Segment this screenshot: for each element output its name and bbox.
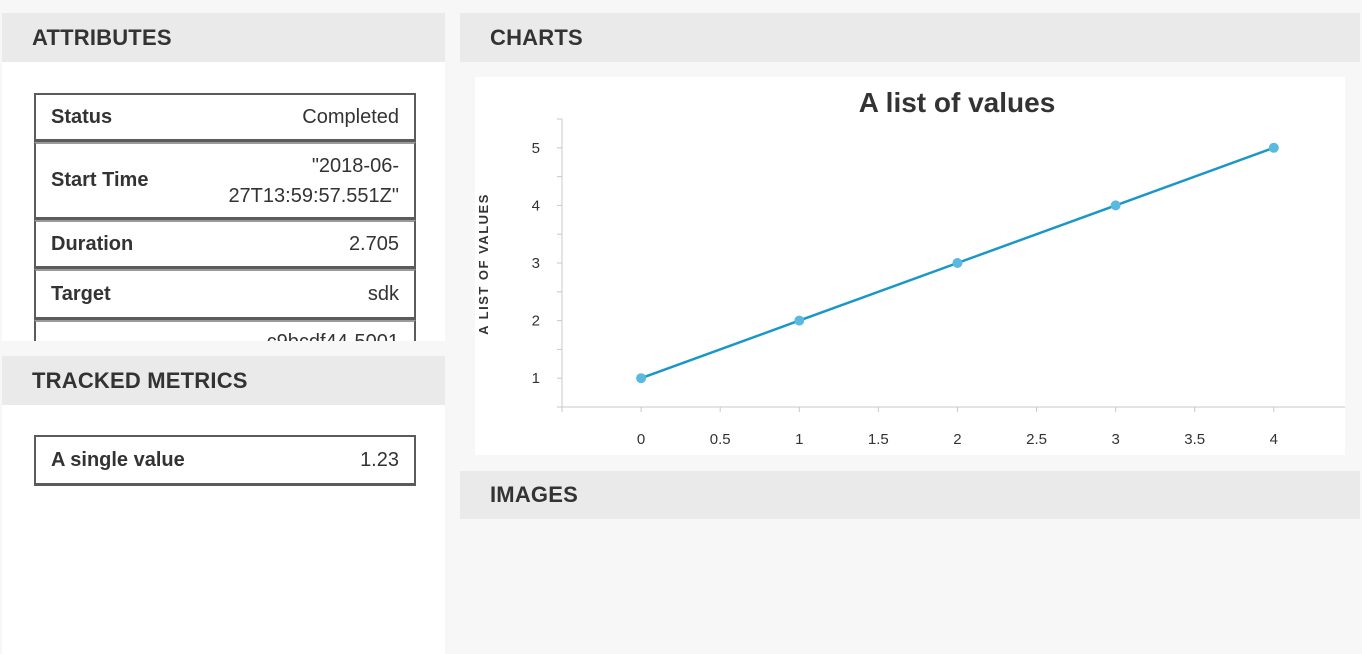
data-point[interactable] xyxy=(636,373,647,384)
attribute-value: 2.705 xyxy=(348,233,399,255)
attributes-title: ATTRIBUTES xyxy=(32,24,172,50)
attributes-panel: Status Completed Start Time "2018-06- 27… xyxy=(2,62,445,341)
attribute-key: Start Time xyxy=(51,169,149,191)
attribute-value: c9bcdf44-5001 xyxy=(267,322,399,341)
x-tick-label: 2 xyxy=(953,431,961,448)
tracked-metrics-header: TRACKED METRICS xyxy=(2,356,445,405)
y-tick-label: 1 xyxy=(532,370,540,387)
attribute-key: Duration xyxy=(51,232,134,255)
attribute-key: Target xyxy=(51,282,111,305)
attribute-row-status: Status Completed xyxy=(34,93,416,142)
attribute-value: "2018-06- 27T13:59:57.551Z" xyxy=(228,151,399,211)
x-tick-label: 0 xyxy=(637,431,645,448)
y-tick-label: 5 xyxy=(532,140,540,157)
x-tick-label: 0.5 xyxy=(710,431,731,448)
charts-header: CHARTS xyxy=(460,13,1360,62)
attribute-row-start-time: Start Time "2018-06- 27T13:59:57.551Z" xyxy=(34,142,416,220)
data-point[interactable] xyxy=(1268,142,1279,153)
line-chart: A list of values A LIST OF VALUES 12345 … xyxy=(476,87,1345,448)
images-header: IMAGES xyxy=(460,471,1360,519)
images-title: IMAGES xyxy=(490,482,578,507)
charts-title: CHARTS xyxy=(490,24,583,50)
x-tick-label: 3.5 xyxy=(1184,431,1205,448)
tracked-metrics-panel: A single value 1.23 xyxy=(2,405,445,654)
y-axis: 1 2 3 4 5 xyxy=(532,118,563,408)
series xyxy=(636,142,1279,384)
attributes-header: ATTRIBUTES xyxy=(2,13,445,62)
metric-key: A single value xyxy=(51,448,185,471)
x-tick-label: 4 xyxy=(1270,431,1278,448)
data-point[interactable] xyxy=(794,315,805,326)
x-tick-label: 2.5 xyxy=(1026,431,1047,448)
x-tick-label: 3 xyxy=(1111,431,1119,448)
data-point[interactable] xyxy=(952,258,963,268)
attribute-value: Completed xyxy=(302,106,399,128)
y-tick-label: 3 xyxy=(532,255,540,272)
metric-row: A single value 1.23 xyxy=(34,435,416,486)
x-axis: 0 0.5 1 1.5 2 2.5 3 3.5 4 xyxy=(561,406,1345,448)
attribute-value-line: "2018-06- xyxy=(311,154,399,177)
y-tick-label: 2 xyxy=(532,313,540,330)
attributes-table: Status Completed Start Time "2018-06- 27… xyxy=(34,93,416,341)
metric-value: 1.23 xyxy=(360,449,399,471)
attribute-row-target: Target sdk xyxy=(34,269,416,320)
y-tick-label: 4 xyxy=(532,197,540,214)
tracked-metrics-title: TRACKED METRICS xyxy=(32,367,248,393)
data-point[interactable] xyxy=(1110,200,1121,211)
attribute-row-duration: Duration 2.705 xyxy=(34,220,416,269)
attribute-row-partial: c9bcdf44-5001 xyxy=(34,320,416,341)
x-tick-label: 1.5 xyxy=(868,431,889,448)
y-axis-label: A LIST OF VALUES xyxy=(476,193,491,335)
attribute-value-line: 27T13:59:57.551Z" xyxy=(228,184,399,207)
chart-title: A list of values xyxy=(859,87,1056,118)
attribute-value: sdk xyxy=(367,283,399,305)
x-tick-label: 1 xyxy=(795,431,803,448)
tracked-metrics-table: A single value 1.23 xyxy=(34,435,416,486)
attribute-key: Status xyxy=(51,105,113,128)
